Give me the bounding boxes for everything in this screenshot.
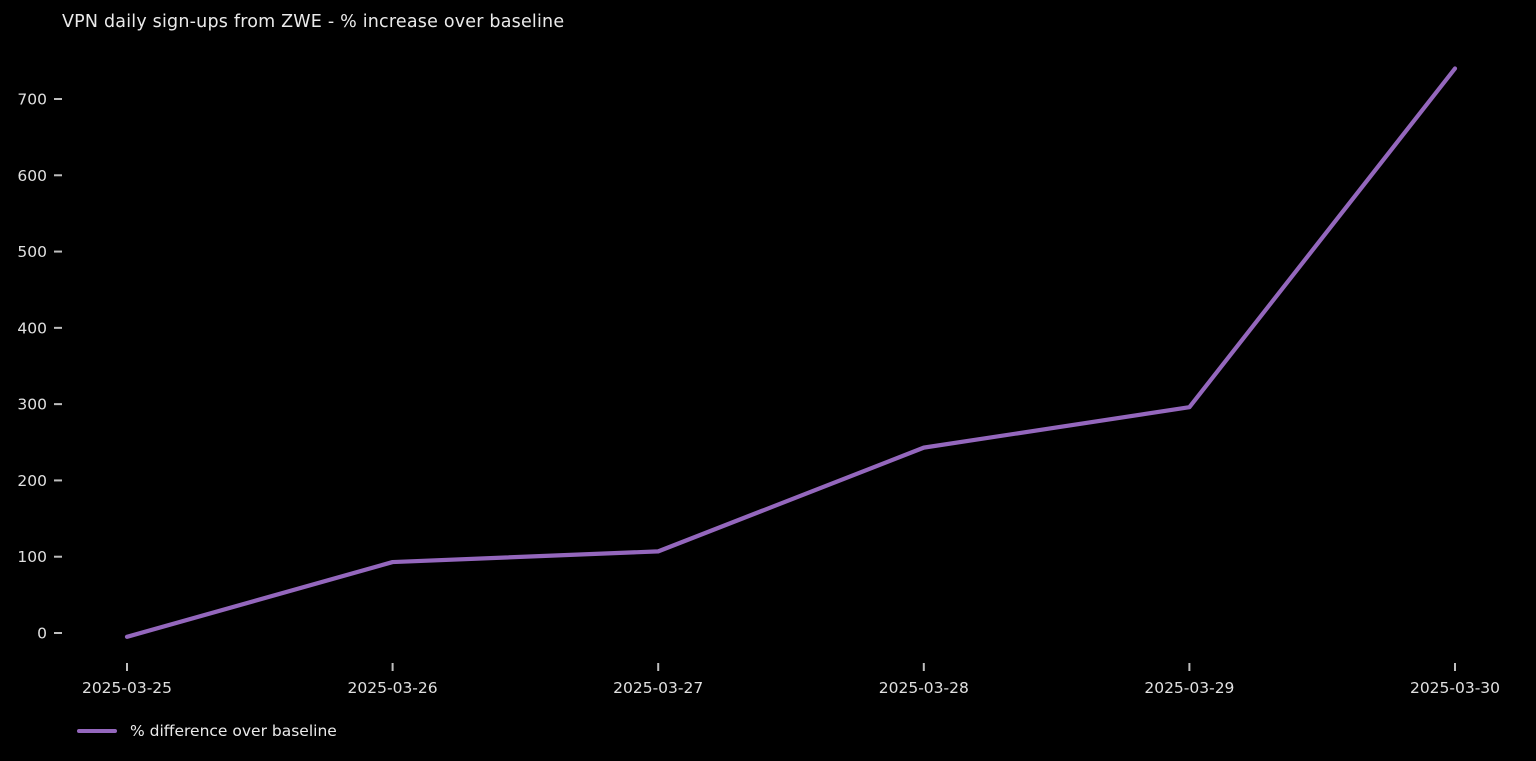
- y-tick-label: 200: [17, 472, 47, 490]
- x-tick-label: 2025-03-27: [613, 679, 703, 697]
- x-tick-label: 2025-03-29: [1144, 679, 1234, 697]
- y-tick-label: 500: [17, 243, 47, 261]
- y-tick-label: 600: [17, 167, 47, 185]
- y-tick-label: 700: [17, 91, 47, 109]
- y-tick-label: 0: [37, 625, 47, 643]
- legend-label: % difference over baseline: [130, 722, 337, 740]
- legend: % difference over baseline: [77, 722, 337, 740]
- chart-title: VPN daily sign-ups from ZWE - % increase…: [62, 12, 565, 32]
- x-tick-label: 2025-03-25: [82, 679, 172, 697]
- legend-line-swatch: [77, 729, 117, 733]
- y-tick-label: 400: [17, 319, 47, 337]
- x-tick-label: 2025-03-30: [1410, 679, 1500, 697]
- data-series-line: [124, 66, 1458, 639]
- x-tick-label: 2025-03-26: [348, 679, 438, 697]
- y-tick-label: 100: [17, 548, 47, 566]
- x-tick-label: 2025-03-28: [879, 679, 969, 697]
- y-tick-label: 300: [17, 396, 47, 414]
